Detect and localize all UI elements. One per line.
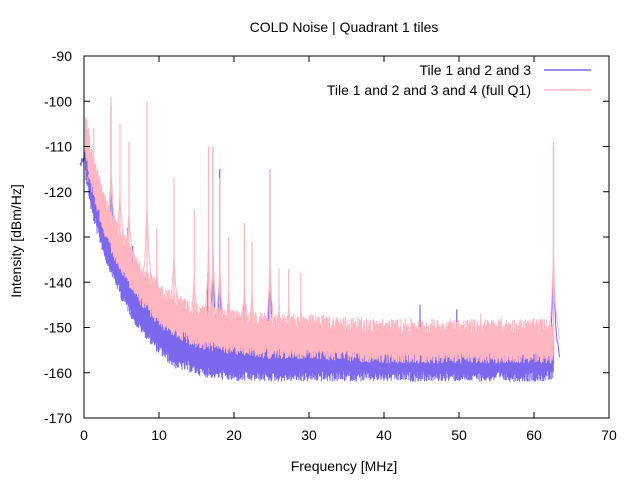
y-tick-label: -100 [44,93,72,109]
series-2-spike-skirt [122,215,136,269]
series-2-spike-skirt [238,284,251,338]
series-2-spike-skirt [474,332,488,349]
series-2-spike-skirt [202,247,215,333]
x-tick-label: 50 [451,427,467,443]
y-tick-label: -150 [44,320,72,336]
legend-label: Tile 1 and 2 and 3 and 4 (full Q1) [327,82,531,98]
legend-label: Tile 1 and 2 and 3 [419,62,531,78]
series-2-spike-skirt [87,160,101,182]
y-tick-label: -110 [45,139,72,155]
x-tick-label: 20 [226,427,242,443]
series-2-spike-skirt [272,312,286,343]
series-2-spike-skirt [213,263,227,335]
series-2-spike-skirt [318,328,331,345]
series-layer [79,96,560,382]
y-tick-label: -90 [52,48,72,64]
x-tick-label: 60 [526,427,542,443]
series-2-trace [85,96,560,364]
series-2-spike-skirt [150,270,164,307]
series-1-spike-skirt [178,339,192,356]
y-tick-label: -170 [44,410,72,426]
y-tick-label: -130 [44,229,72,245]
x-tick-label: 40 [376,427,392,443]
x-tick-label: 30 [301,427,317,443]
series-2-spike-skirt [263,265,277,341]
series-2-spike-skirt [104,171,118,235]
series-2-spike-skirt [113,195,127,253]
y-tick-label: -140 [44,274,72,290]
series-2-spike-skirt [167,258,181,319]
series-1-spike-skirt [163,330,177,347]
x-axis-label: Frequency [MHz] [291,458,398,474]
x-tick-label: 10 [151,427,167,443]
series-2-spike-skirt [294,313,308,342]
series-2-spike-skirt [282,305,296,342]
x-tick-label: 70 [601,427,617,443]
series-2-spike-skirt [140,204,154,295]
series-2-spike-skirt [245,292,259,340]
legend: Tile 1 and 2 and 3 Tile 1 and 2 and 3 and… [327,62,591,98]
y-tick-label: -160 [44,365,72,381]
series-2-spike-skirt [187,277,201,330]
y-tick-label: -120 [44,184,72,200]
axis-layer: 0 10 20 30 40 50 60 70 -170 -160 -150 -140 -130 -120 -… [44,48,617,443]
series-2-spike-skirt [348,334,362,348]
series-2-spike-skirt [439,334,452,349]
series-2-spike-skirt [222,292,236,337]
series-2-spike-skirt [547,252,560,346]
series-2-spike-skirt [378,336,392,351]
y-axis-label: Intensity [dBm/Hz] [8,184,24,298]
x-tick-label: 0 [80,427,88,443]
chart-title: COLD Noise | Quadrant 1 tiles [250,19,439,35]
